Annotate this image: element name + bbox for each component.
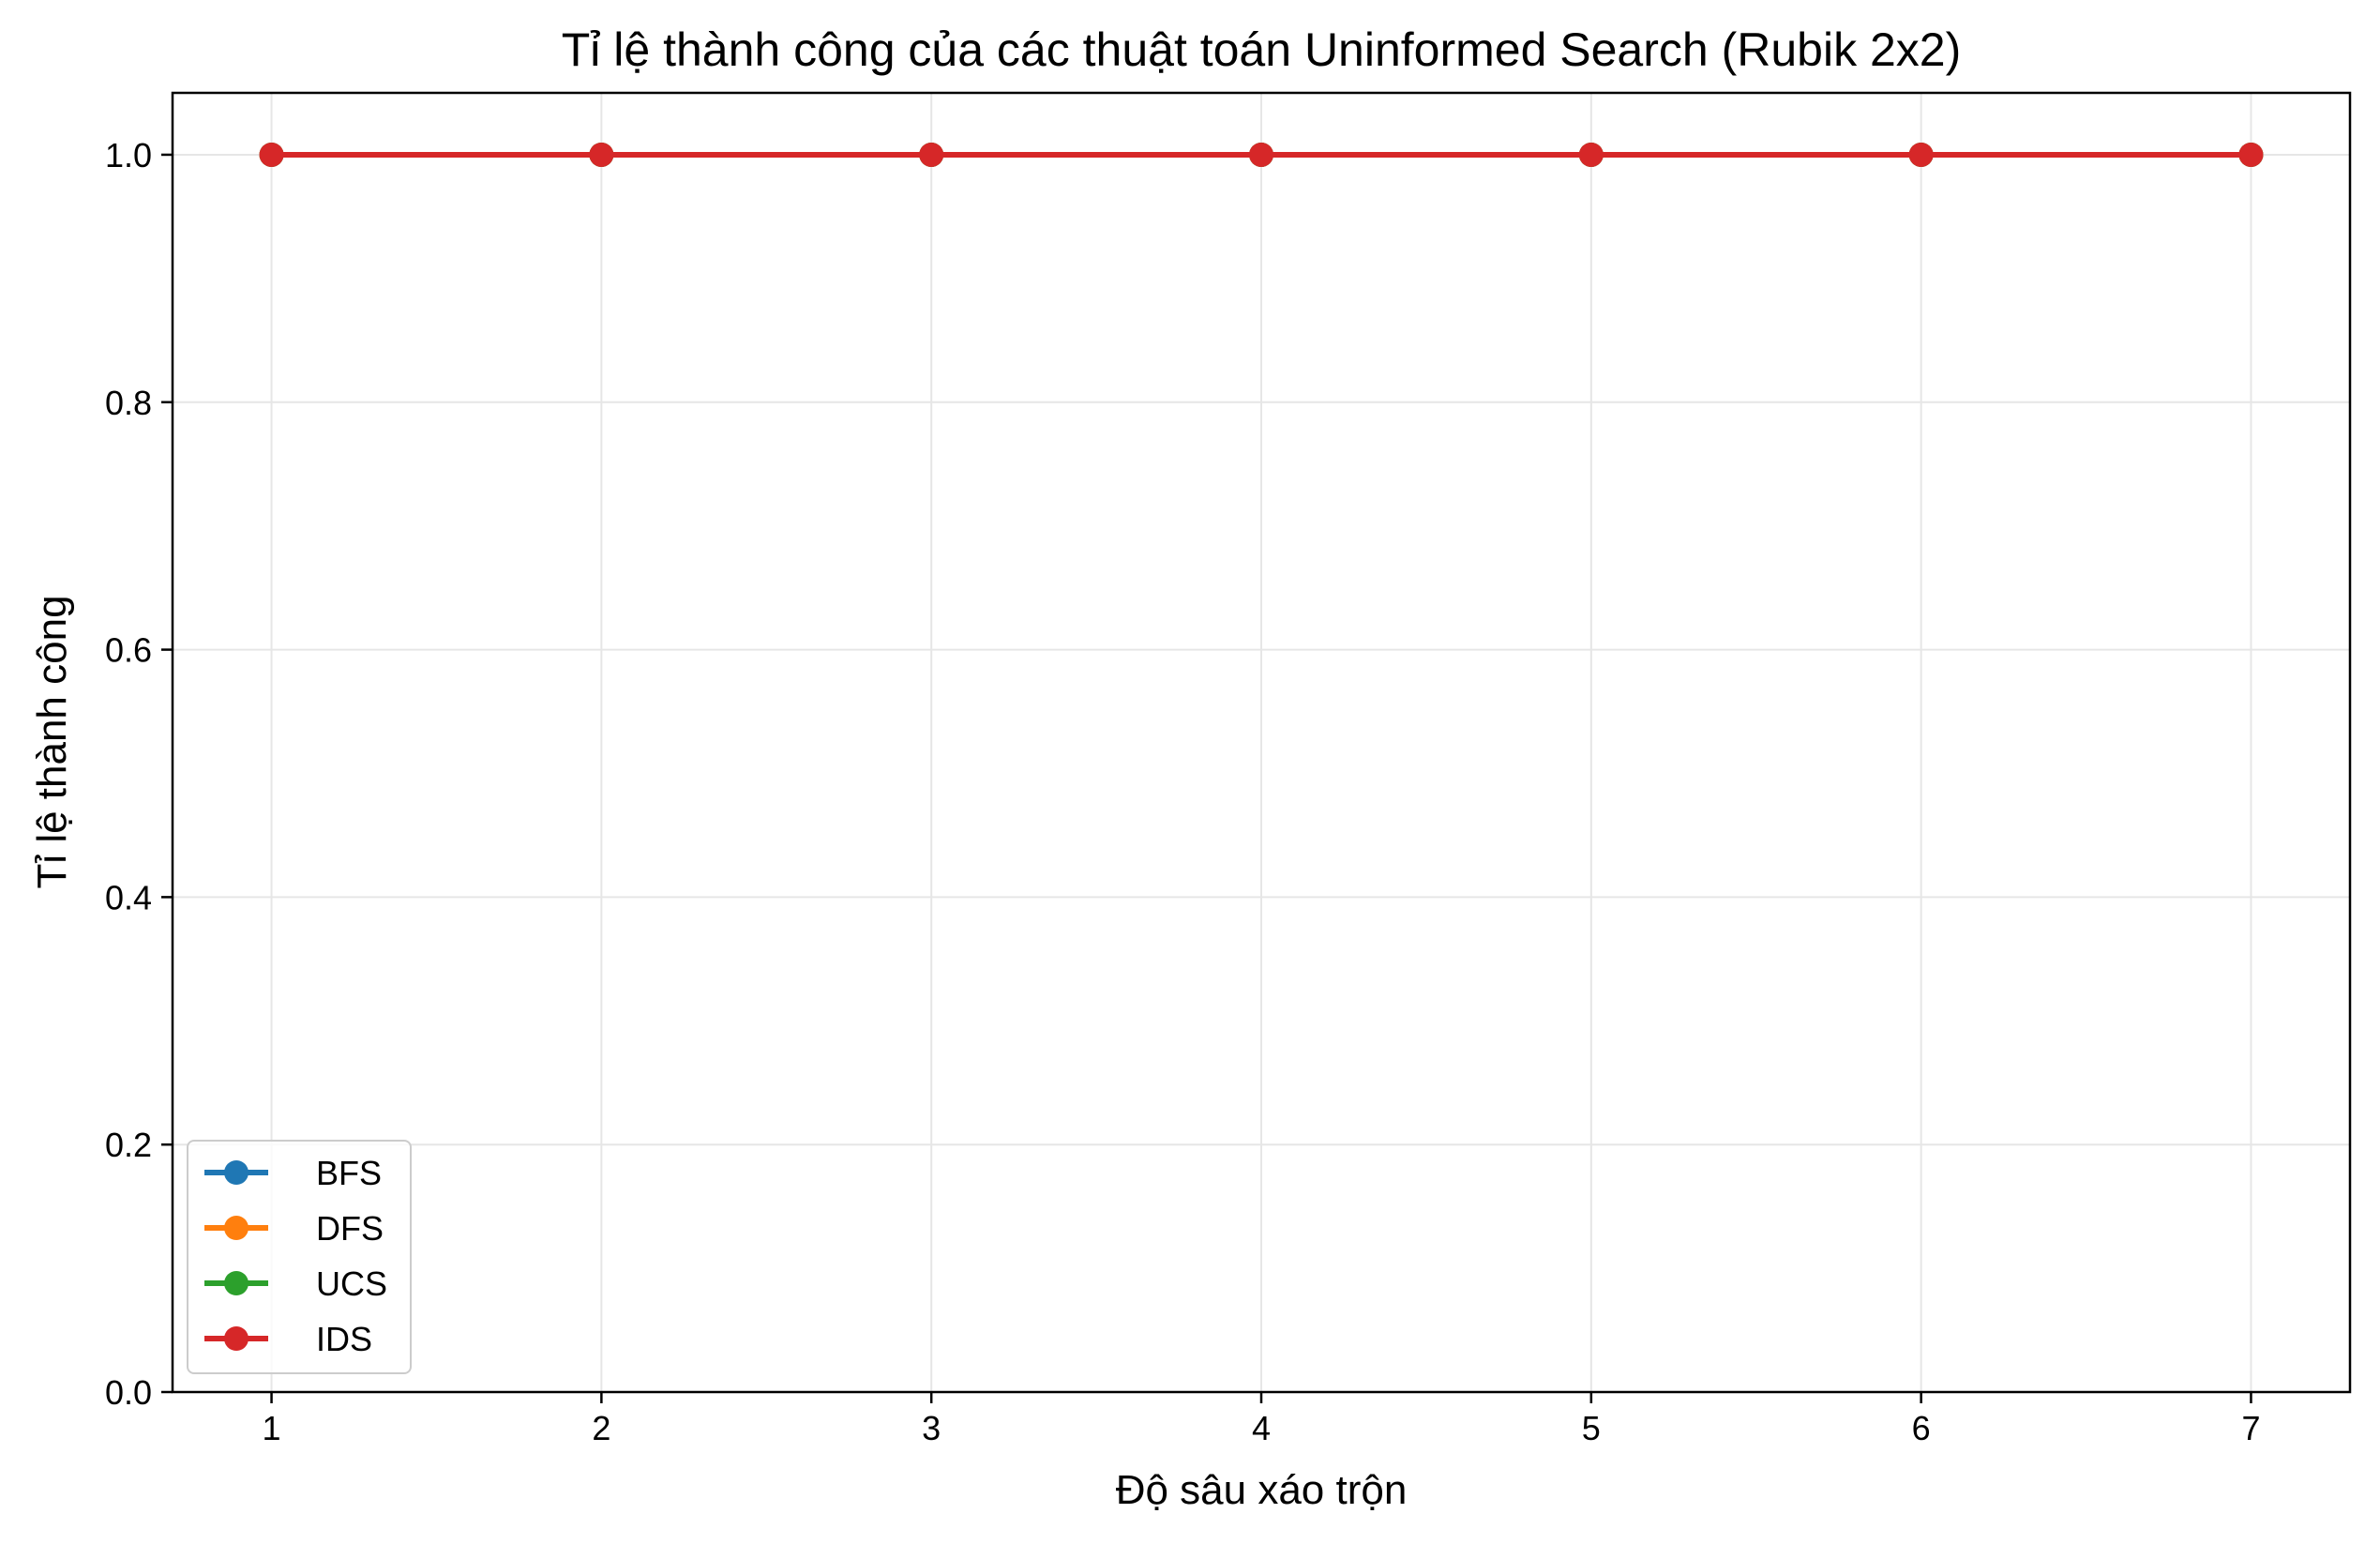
y-tick-label: 0.4 <box>105 878 152 916</box>
x-axis-ticks: 1 2 3 4 5 6 7 <box>263 1392 2260 1447</box>
legend-label-dfs: DFS <box>316 1209 384 1248</box>
data-point-ids <box>1249 142 1273 167</box>
legend-label-bfs: BFS <box>316 1154 382 1192</box>
y-tick-label: 0.8 <box>105 384 152 422</box>
y-axis-label: Tỉ lệ thành công <box>29 595 75 888</box>
legend-label-ucs: UCS <box>316 1264 387 1303</box>
y-tick-label: 0.2 <box>105 1126 152 1164</box>
x-tick-label: 4 <box>1252 1409 1271 1447</box>
x-tick-label: 1 <box>263 1409 281 1447</box>
legend-marker-ids <box>224 1326 249 1351</box>
x-tick-label: 3 <box>922 1409 941 1447</box>
data-point-ids <box>2238 142 2264 167</box>
legend-label-ids: IDS <box>316 1320 372 1358</box>
y-tick-label: 0.6 <box>105 631 152 670</box>
data-point-ids <box>1908 142 1934 167</box>
legend-box <box>187 1140 412 1374</box>
data-point-ids <box>1578 142 1604 167</box>
data-point-ids <box>919 142 944 167</box>
data-point-ids <box>589 142 614 167</box>
y-tick-label: 0.0 <box>105 1373 152 1412</box>
data-point-ids <box>259 142 284 167</box>
legend-marker-dfs <box>224 1216 249 1240</box>
y-axis-ticks: 0.0 0.2 0.4 0.6 0.8 1.0 <box>105 136 173 1412</box>
data-series <box>259 142 2264 167</box>
x-tick-label: 2 <box>592 1409 610 1447</box>
x-tick-label: 7 <box>2241 1409 2260 1447</box>
x-tick-label: 5 <box>1582 1409 1601 1447</box>
legend-marker-ucs <box>224 1271 249 1295</box>
x-axis-label: Độ sâu xáo trộn <box>1116 1467 1408 1513</box>
legend-marker-bfs <box>224 1160 249 1185</box>
x-tick-label: 6 <box>1912 1409 1931 1447</box>
chart-title: Tỉ lệ thành công của các thuật toán Unin… <box>562 23 1961 76</box>
y-tick-label: 1.0 <box>105 136 152 174</box>
legend: BFS DFS UCS IDS <box>187 1140 412 1374</box>
